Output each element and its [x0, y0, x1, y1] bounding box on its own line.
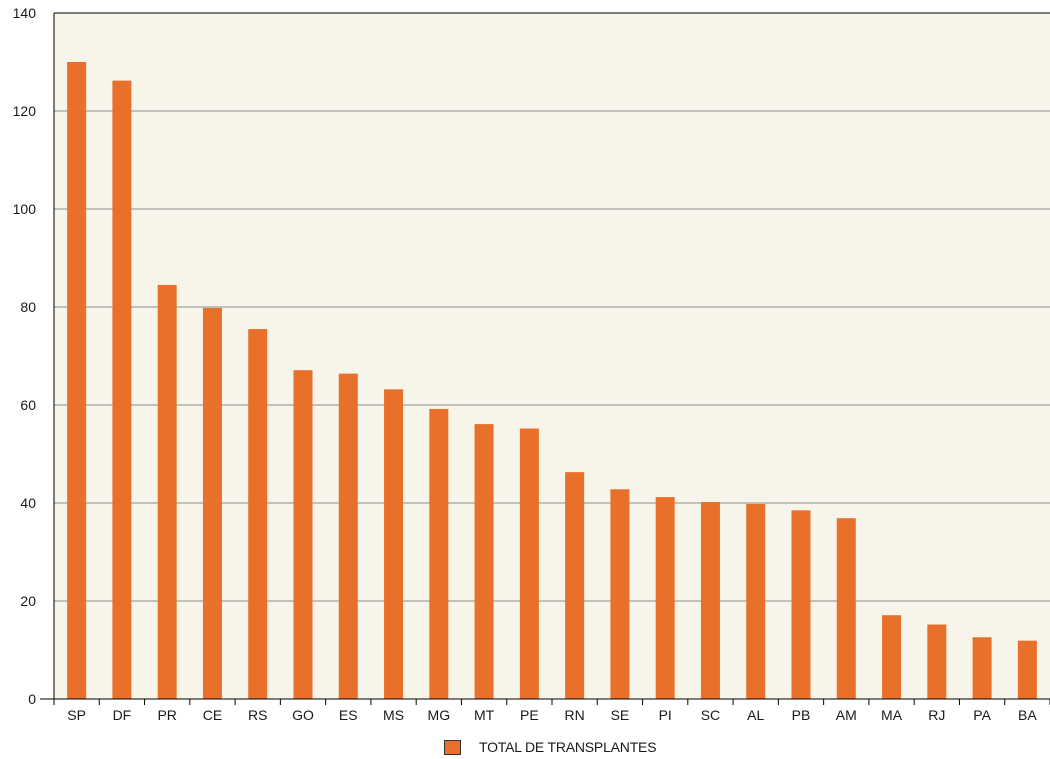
- x-tick-label: MA: [881, 707, 903, 723]
- bar-mt: [474, 424, 494, 699]
- y-tick-label: 20: [20, 593, 36, 609]
- y-tick-label: 80: [20, 299, 36, 315]
- x-tick-label: MG: [428, 707, 451, 723]
- x-tick-label: MT: [474, 707, 495, 723]
- bar-ce: [202, 307, 222, 699]
- bar-go: [293, 370, 313, 699]
- bar-pi: [655, 497, 675, 699]
- x-tick-label: PA: [973, 707, 991, 723]
- bar-al: [746, 503, 766, 699]
- bar-am: [836, 518, 856, 699]
- bar-pb: [791, 510, 811, 699]
- axes: [40, 12, 1050, 705]
- x-tick-label: RN: [565, 707, 585, 723]
- y-tick-label: 40: [20, 495, 36, 511]
- x-tick-label: PB: [792, 707, 811, 723]
- x-tick-label: DF: [113, 707, 132, 723]
- x-tick-label: PE: [520, 707, 539, 723]
- bar-df: [112, 80, 132, 700]
- bar-pr: [157, 284, 177, 699]
- bar-pe: [519, 428, 539, 699]
- bar-rj: [927, 624, 947, 699]
- y-tick-labels: 0 20 40 60 80 100 120 140: [13, 5, 37, 707]
- y-tick-label: 60: [20, 397, 36, 413]
- x-tick-label: PR: [157, 707, 176, 723]
- x-tick-label: RJ: [928, 707, 945, 723]
- bar-ba: [1017, 640, 1037, 699]
- x-tick-label: SE: [611, 707, 630, 723]
- bar-mg: [429, 408, 449, 699]
- y-tick-label: 140: [13, 5, 37, 21]
- bar-ms: [384, 389, 404, 699]
- y-tick-label: 120: [13, 103, 37, 119]
- x-tick-label: ES: [339, 707, 358, 723]
- bar-sp: [67, 62, 87, 699]
- x-tick-label: GO: [292, 707, 314, 723]
- legend: TOTAL DE TRANSPLANTES: [444, 739, 657, 755]
- y-tick-label: 0: [28, 691, 36, 707]
- bar-ma: [882, 615, 902, 699]
- x-tick-label: SC: [701, 707, 720, 723]
- bar-sc: [700, 502, 720, 699]
- x-tick-labels: SP DF PR CE RS GO ES MS MG MT PE RN SE PI SC AL PB AM MA RJ…: [67, 707, 1037, 723]
- bars: [67, 62, 1037, 700]
- x-tick-label: SP: [67, 707, 86, 723]
- x-tick-label: AM: [836, 707, 857, 723]
- x-tick-label: AL: [747, 707, 764, 723]
- x-tick-label: PI: [659, 707, 672, 723]
- y-tick-label: 100: [13, 201, 37, 217]
- bar-pa: [972, 637, 992, 699]
- legend-label: TOTAL DE TRANSPLANTES: [479, 739, 657, 755]
- x-tick-label: CE: [203, 707, 222, 723]
- bar-chart: 0 20 40 60 80 100 120 140 SP DF PR CE RS GO ES MS MG MT P…: [13, 5, 1050, 723]
- x-tick-label: MS: [383, 707, 404, 723]
- legend-swatch: [444, 739, 461, 755]
- bar-es: [338, 373, 358, 699]
- bar-rn: [565, 472, 585, 699]
- bar-se: [610, 489, 630, 699]
- bar-rs: [248, 329, 268, 699]
- x-tick-label: RS: [248, 707, 267, 723]
- x-tick-label: BA: [1018, 707, 1037, 723]
